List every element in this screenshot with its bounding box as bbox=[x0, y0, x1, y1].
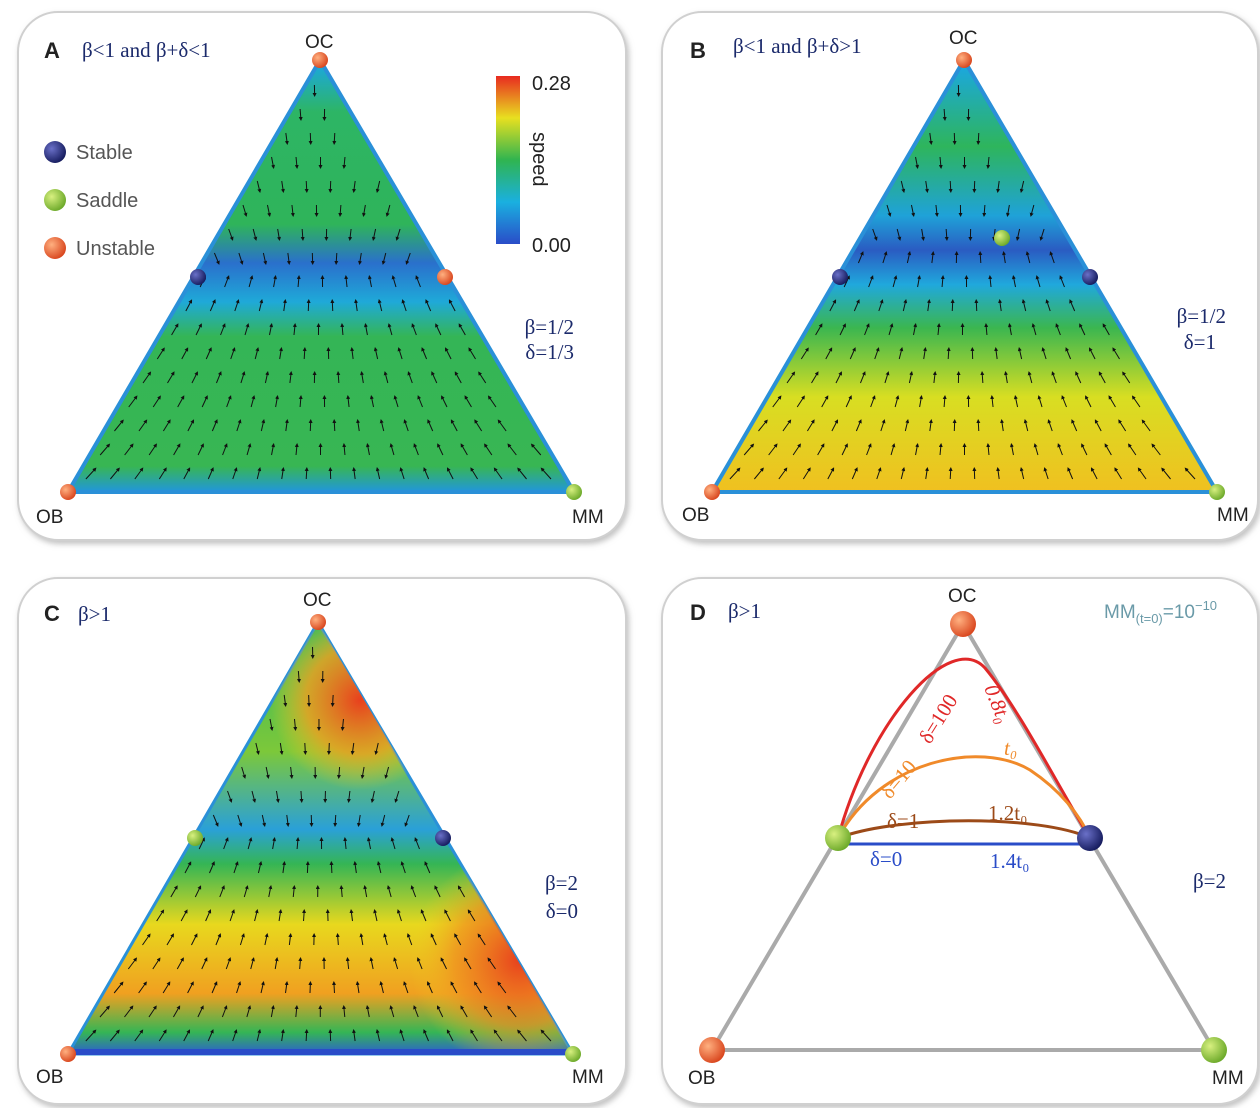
note-part: (t=0) bbox=[1136, 611, 1163, 626]
vertex-label: OB bbox=[682, 505, 709, 526]
vertex-label: OB bbox=[688, 1068, 715, 1089]
flow-arrow bbox=[304, 911, 305, 921]
flow-arrow bbox=[950, 469, 951, 479]
flow-arrow bbox=[948, 349, 949, 359]
note-part: −10 bbox=[1195, 598, 1217, 613]
flow-arrow bbox=[333, 695, 334, 705]
flow-arrow bbox=[980, 253, 981, 263]
flow-arrow bbox=[336, 253, 337, 263]
unstable-point bbox=[950, 611, 976, 637]
flow-arrow bbox=[334, 421, 335, 431]
vertex-label: OC bbox=[303, 590, 332, 611]
flow-arrow bbox=[334, 133, 335, 143]
saddle-point bbox=[994, 230, 1010, 246]
flow-arrow bbox=[306, 1031, 307, 1041]
curve-label: δ=0 bbox=[870, 847, 902, 871]
colorbar-max: 0.28 bbox=[532, 73, 571, 95]
unstable-point bbox=[699, 1037, 725, 1063]
flow-arrow bbox=[338, 373, 339, 383]
flow-arrow bbox=[978, 421, 979, 431]
legend-label: Unstable bbox=[76, 238, 155, 260]
flow-arrow bbox=[334, 983, 335, 993]
vertex-label: OC bbox=[948, 586, 977, 607]
flow-arrow bbox=[946, 229, 947, 239]
curve-time: 1.2t₀ bbox=[988, 801, 1027, 825]
parameter: δ=1 bbox=[1184, 330, 1216, 354]
vertex-label: MM bbox=[572, 1067, 604, 1088]
unstable-point bbox=[704, 484, 720, 500]
unstable-point bbox=[312, 52, 328, 68]
saddle-point bbox=[1209, 484, 1225, 500]
panel-title: β<1 and β+δ>1 bbox=[733, 34, 862, 58]
colorbar bbox=[496, 76, 520, 244]
flow-arrow bbox=[306, 469, 307, 479]
flow-arrow bbox=[950, 181, 951, 191]
vertex-label: OC bbox=[949, 28, 978, 49]
legend-swatch bbox=[44, 189, 66, 211]
vertex-label: MM bbox=[1217, 505, 1249, 526]
flow-arrow bbox=[978, 133, 979, 143]
stable-point bbox=[1082, 269, 1098, 285]
parameter: β=1/2 bbox=[1177, 304, 1226, 328]
saddle-point bbox=[825, 825, 851, 851]
unstable-point bbox=[956, 52, 972, 68]
legend-swatch bbox=[44, 141, 66, 163]
curve-label: δ=1 bbox=[887, 809, 919, 833]
parameter: β=1/2 bbox=[525, 315, 574, 339]
stable-point bbox=[1077, 825, 1103, 851]
flow-arrow bbox=[304, 349, 305, 359]
curve-time: t₀ bbox=[1004, 736, 1017, 760]
panel-letter: B bbox=[690, 38, 706, 63]
panel-title: β<1 and β+δ<1 bbox=[82, 38, 211, 62]
figure: Stable Saddle Unstable 0.28 0.00 speed A… bbox=[0, 0, 1260, 1108]
flow-arrow bbox=[335, 815, 336, 825]
stable-point bbox=[435, 830, 451, 846]
legend-swatch bbox=[44, 237, 66, 259]
vertex-label: MM bbox=[1212, 1068, 1244, 1089]
colorbar-min: 0.00 bbox=[532, 235, 571, 257]
parameter: β=2 bbox=[545, 871, 578, 895]
panel-letter: C bbox=[44, 601, 60, 626]
parameter: δ=1/3 bbox=[525, 340, 574, 364]
vertex-label: OB bbox=[36, 1067, 63, 1088]
panel-title: β>1 bbox=[78, 602, 111, 626]
legend-label: Saddle bbox=[76, 190, 138, 212]
curve-time: 1.4t₀ bbox=[990, 849, 1029, 873]
saddle-point bbox=[1201, 1037, 1227, 1063]
panel-frame bbox=[662, 578, 1258, 1104]
legend-label: Stable bbox=[76, 142, 133, 164]
flow-arrow bbox=[301, 791, 302, 801]
vertex-label: OB bbox=[36, 507, 63, 528]
stable-point bbox=[832, 269, 848, 285]
panel-letter: D bbox=[690, 600, 706, 625]
unstable-point bbox=[60, 1046, 76, 1062]
unstable-point bbox=[60, 484, 76, 500]
note-part: MM bbox=[1104, 602, 1136, 623]
saddle-point bbox=[565, 1046, 581, 1062]
vertex-label: OC bbox=[305, 32, 334, 53]
note-part: =10 bbox=[1163, 602, 1195, 623]
stable-point bbox=[190, 269, 206, 285]
panel-title: β>1 bbox=[728, 599, 761, 623]
unstable-point bbox=[437, 269, 453, 285]
saddle-point bbox=[187, 830, 203, 846]
flow-arrow bbox=[305, 743, 306, 753]
colorbar-label: speed bbox=[528, 132, 550, 187]
panel-letter: A bbox=[44, 38, 60, 63]
vertex-label: MM bbox=[572, 507, 604, 528]
flow-arrow bbox=[306, 181, 307, 191]
parameter: δ=0 bbox=[546, 899, 578, 923]
saddle-point bbox=[566, 484, 582, 500]
parameter: β=2 bbox=[1193, 869, 1226, 893]
unstable-point bbox=[310, 614, 326, 630]
